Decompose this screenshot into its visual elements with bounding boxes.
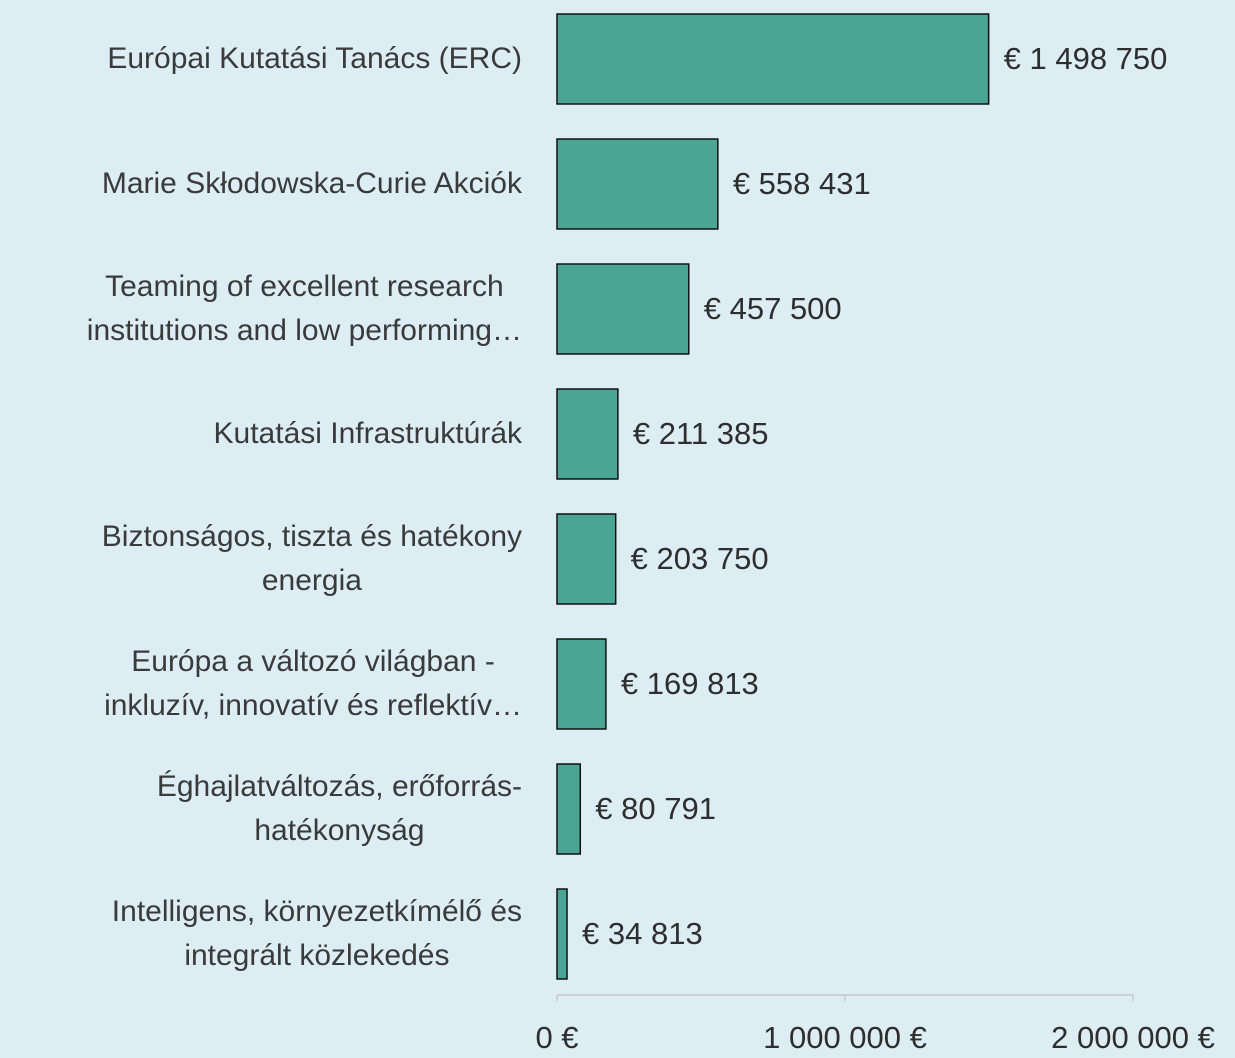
- bar: [556, 263, 690, 355]
- category-label: Teaming of excellent research institutio…: [86, 270, 522, 347]
- value-label: € 34 813: [582, 916, 703, 951]
- category-label: Európa a változó világban - inkluzív, in…: [104, 645, 522, 722]
- category-label: Intelligens, környezetkímélő és integrál…: [111, 895, 522, 972]
- bar: [556, 13, 990, 105]
- value-label: € 457 500: [704, 291, 842, 326]
- x-tick-label: 1 000 000 €: [763, 1020, 927, 1055]
- value-label: € 169 813: [621, 666, 759, 701]
- category-label: Európai Kutatási Tanács (ERC): [107, 42, 522, 75]
- value-label: € 80 791: [595, 791, 716, 826]
- category-label: Marie Skłodowska-Curie Akciók: [101, 167, 522, 200]
- value-label: € 203 750: [631, 541, 769, 576]
- bar: [556, 388, 619, 480]
- bar: [556, 138, 719, 230]
- x-tick-label: 2 000 000 €: [1051, 1020, 1215, 1055]
- value-label: € 558 431: [733, 166, 871, 201]
- value-label: € 211 385: [633, 416, 769, 451]
- x-tick-label: 0 €: [535, 1020, 578, 1055]
- category-label: Kutatási Infrastruktúrák: [213, 417, 522, 450]
- category-label: Biztonságos, tiszta és hatékony energia: [101, 520, 522, 597]
- bar: [556, 763, 582, 855]
- bar: [556, 638, 607, 730]
- category-label: Éghajlatváltozás, erőforrás- hatékonyság: [156, 770, 522, 847]
- bar: [556, 513, 617, 605]
- bar: [556, 888, 568, 980]
- value-label: € 1 498 750: [1004, 41, 1168, 76]
